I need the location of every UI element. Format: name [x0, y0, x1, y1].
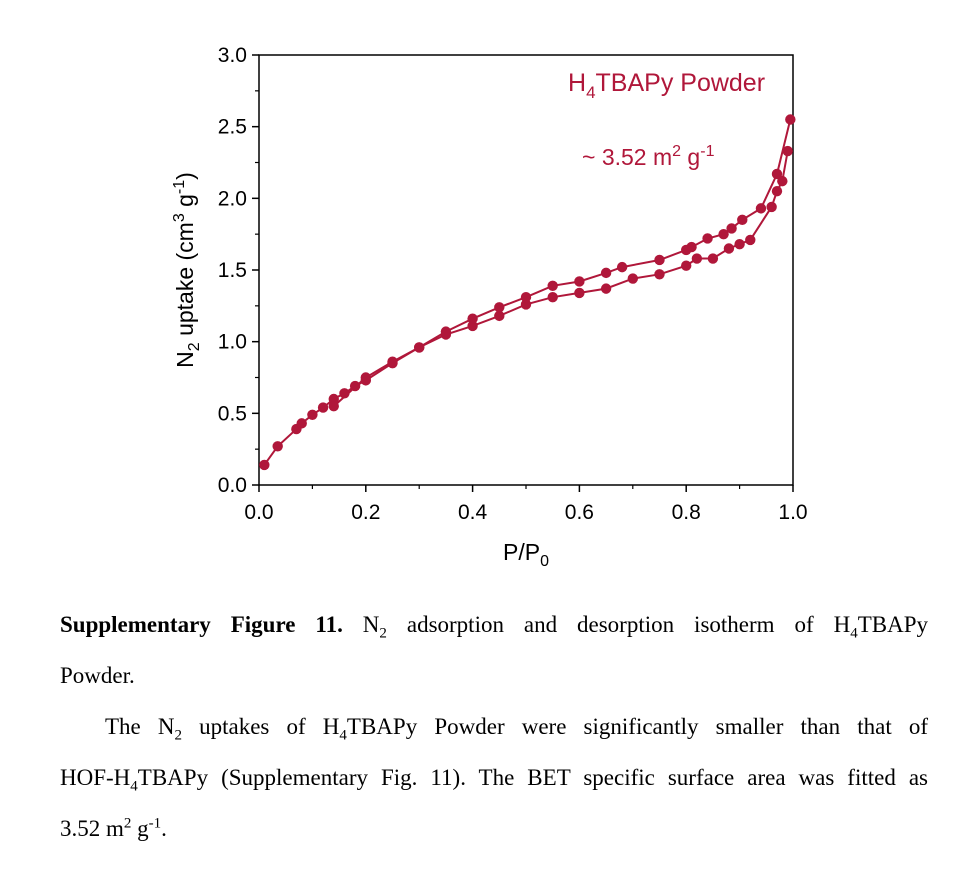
data-point	[520, 292, 532, 303]
x-tick-label: 0.2	[351, 501, 380, 524]
figure-caption: Supplementary Figure 11. N2 adsorption a…	[60, 612, 928, 642]
data-point	[691, 253, 703, 264]
data-point	[414, 342, 425, 353]
data-point	[737, 214, 748, 226]
sample-annotation: H4TBAPy Powder	[568, 69, 765, 102]
body-line-3: 3.52 m2 g-1.	[60, 815, 167, 841]
x-axis: 0.0 0.2 0.4 0.6 0.8 1.0	[244, 485, 808, 524]
data-point	[494, 310, 505, 322]
y-tick-label: 3.0	[218, 44, 247, 67]
data-point	[785, 114, 796, 125]
data-point	[272, 441, 283, 452]
y-tick-label: 2.5	[218, 116, 247, 139]
x-axis-label: P/P0	[503, 539, 549, 570]
x-tick-label: 0.8	[672, 501, 701, 524]
data-point	[600, 283, 612, 294]
y-axis: 0.0 0.5 1.0 1.5 2.0 2.5 3.0	[218, 44, 259, 497]
data-point	[654, 269, 665, 280]
data-point	[467, 313, 478, 324]
data-point	[777, 175, 788, 187]
data-point	[547, 280, 558, 291]
body-line-2: HOF-H4TBAPy (Supplementary Fig. 11). The…	[60, 765, 928, 795]
series-line	[333, 119, 792, 407]
data-point	[745, 234, 756, 246]
data-series	[259, 114, 796, 471]
data-point	[771, 168, 783, 180]
data-point	[755, 203, 767, 214]
data-point	[681, 260, 692, 271]
data-point	[616, 261, 628, 273]
data-point	[328, 400, 339, 412]
data-point	[574, 276, 585, 287]
data-point	[718, 228, 729, 240]
surface-area-annotation: ~ 3.52 m2 g-1	[582, 143, 715, 170]
data-point	[782, 145, 793, 157]
data-point	[296, 418, 307, 429]
data-point	[328, 393, 339, 405]
plot-frame	[258, 54, 794, 486]
data-point	[734, 239, 745, 250]
y-axis-label: N2 uptake (cm3 g-1)	[171, 172, 203, 368]
x-tick-label: 0.6	[565, 501, 594, 524]
x-tick-label: 0.4	[458, 501, 488, 524]
data-point	[771, 185, 783, 197]
data-point	[360, 372, 371, 383]
data-point	[259, 459, 270, 471]
data-point	[681, 244, 692, 256]
data-point	[654, 254, 665, 266]
data-point	[494, 302, 505, 313]
data-point	[723, 243, 735, 254]
y-tick-label: 1.0	[218, 331, 247, 354]
data-point	[627, 273, 638, 284]
data-point	[547, 292, 558, 303]
y-tick-label: 0.0	[218, 474, 247, 497]
data-point	[600, 267, 612, 279]
data-point	[317, 402, 329, 413]
body-line-1: The N2 uptakes of H4TBAPy Powder were si…	[105, 714, 928, 744]
data-point	[766, 201, 777, 213]
y-tick-label: 1.5	[218, 259, 247, 282]
data-point	[467, 320, 478, 332]
data-point	[520, 299, 532, 310]
caption-line-2: Powder.	[60, 663, 135, 688]
y-tick-label: 0.5	[218, 402, 247, 425]
x-tick-label: 0.0	[244, 501, 273, 524]
data-point	[574, 287, 585, 299]
data-point	[702, 233, 713, 244]
data-point	[726, 223, 737, 234]
data-point	[339, 388, 350, 399]
data-point	[440, 326, 452, 337]
isotherm-chart: 0.0 0.2 0.4 0.6 0.8 1.0 0.0 0.5 1.0 1.5 2.0 2.5 3.0…	[171, 44, 808, 570]
y-tick-label: 2.0	[218, 187, 247, 210]
caption-label: Supplementary Figure 11.	[60, 612, 343, 637]
data-point	[387, 356, 398, 367]
data-point	[707, 253, 719, 264]
data-point	[307, 409, 318, 420]
x-tick-label: 1.0	[778, 501, 807, 524]
